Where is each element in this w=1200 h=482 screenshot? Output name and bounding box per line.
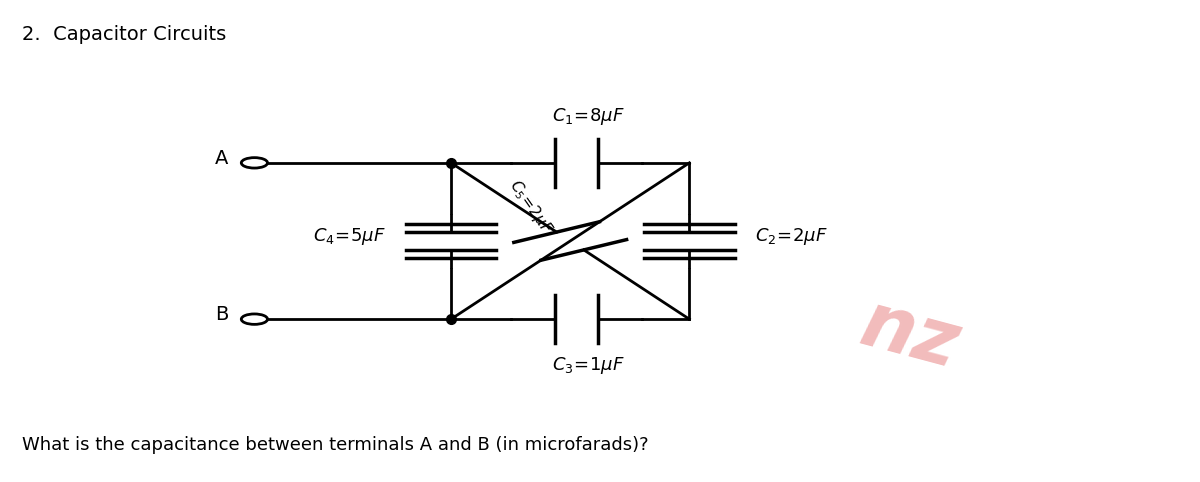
- Text: $C_1\!=\!8\mu F$: $C_1\!=\!8\mu F$: [552, 107, 624, 127]
- Text: What is the capacitance between terminals A and B (in microfarads)?: What is the capacitance between terminal…: [22, 436, 649, 454]
- Text: B: B: [215, 305, 228, 324]
- Text: $C_2\!=\!2\mu F$: $C_2\!=\!2\mu F$: [755, 226, 828, 247]
- Text: A: A: [215, 148, 228, 168]
- Text: 2.  Capacitor Circuits: 2. Capacitor Circuits: [22, 26, 227, 44]
- Text: $C_4\!=\!5\mu F$: $C_4\!=\!5\mu F$: [313, 226, 385, 247]
- Text: nz: nz: [852, 287, 967, 384]
- Text: $C_5\!=\!2\mu F$: $C_5\!=\!2\mu F$: [505, 176, 556, 238]
- Text: $C_3\!=\!1\mu F$: $C_3\!=\!1\mu F$: [552, 355, 624, 375]
